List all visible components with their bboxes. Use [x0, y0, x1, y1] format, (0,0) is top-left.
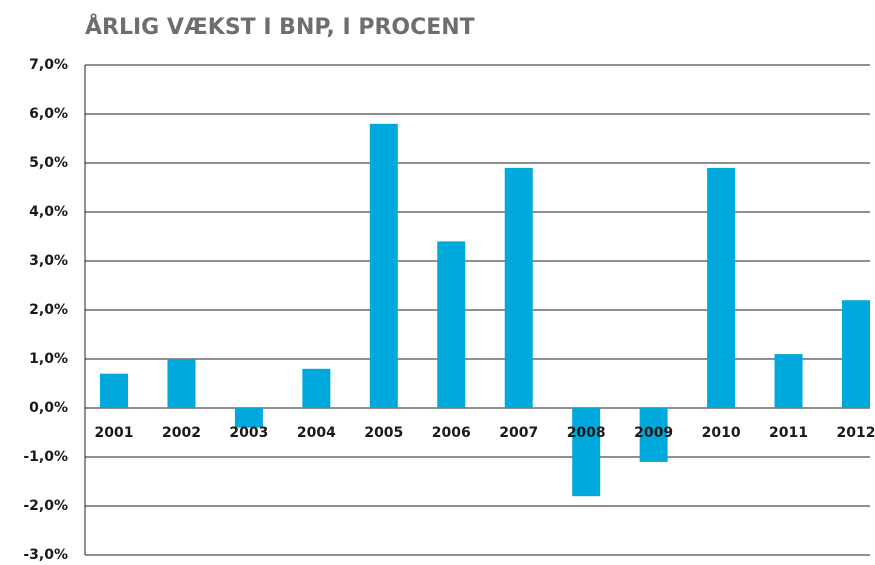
y-tick-label: 6,0% [29, 106, 68, 122]
x-tick-label: 2002 [162, 425, 201, 441]
bar [707, 167, 736, 408]
y-tick-label: 5,0% [29, 155, 68, 171]
x-tick-label: 2011 [769, 425, 808, 441]
x-tick-label: 2012 [837, 425, 875, 441]
bar [369, 123, 398, 409]
x-tick-label: 2006 [432, 425, 471, 441]
bar [100, 373, 128, 408]
x-tick-label: 2008 [567, 425, 606, 441]
bar [234, 408, 263, 428]
bar [639, 408, 668, 462]
bar [842, 300, 870, 408]
y-tick-label: -2,0% [23, 498, 68, 514]
chart-title: ÅRLIG VÆKST I BNP, I PROCENT [85, 14, 475, 40]
x-tick-label: 2007 [499, 425, 538, 441]
bar [572, 408, 601, 497]
y-tick-label: 1,0% [29, 351, 68, 367]
y-tick-label: -3,0% [23, 547, 68, 563]
bar [167, 359, 196, 408]
x-tick-label: 2005 [364, 425, 403, 441]
y-tick-label: 3,0% [29, 253, 68, 269]
x-tick-label: 2001 [95, 425, 134, 441]
y-tick-label: 4,0% [29, 204, 68, 220]
bar [302, 368, 331, 408]
x-tick-label: 2009 [634, 425, 673, 441]
bar [504, 167, 533, 408]
y-tick-label: 7,0% [29, 57, 68, 73]
bar [774, 354, 803, 408]
y-tick-label: -1,0% [23, 449, 68, 465]
y-tick-label: 2,0% [29, 302, 68, 318]
y-tick-label: 0,0% [29, 400, 68, 416]
x-tick-label: 2010 [702, 425, 741, 441]
x-tick-label: 2003 [229, 425, 268, 441]
bar [437, 241, 466, 408]
x-tick-label: 2004 [297, 425, 336, 441]
